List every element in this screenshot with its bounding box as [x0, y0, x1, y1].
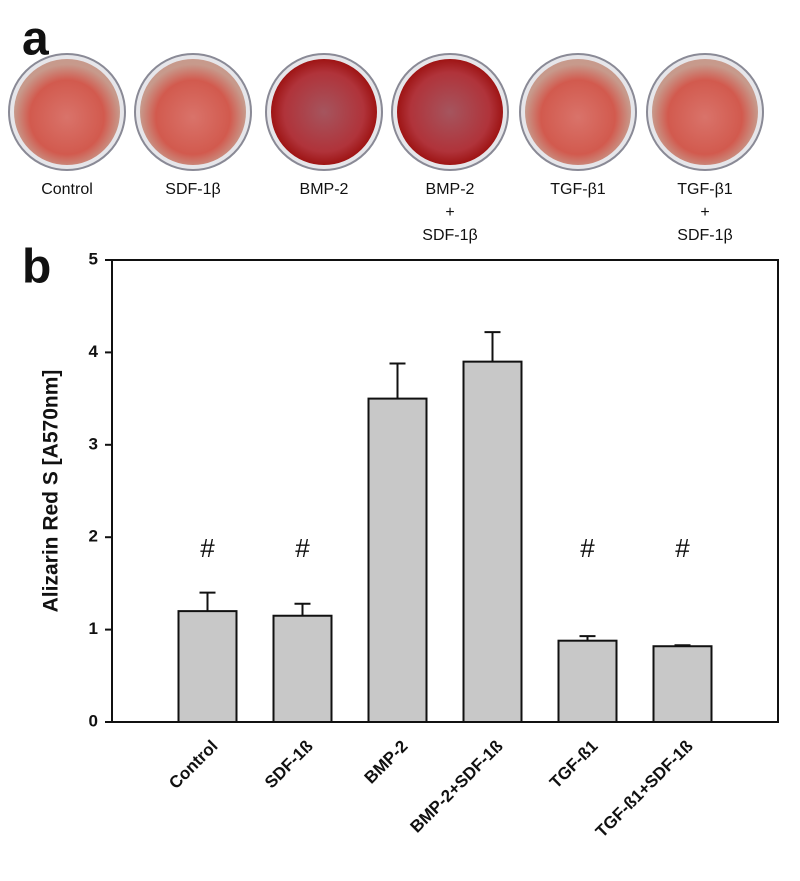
well	[652, 59, 758, 165]
x-tick-label: BMP-2+SDF-1ß	[407, 737, 507, 837]
x-tick-label: TGF-ß1	[546, 737, 602, 793]
well	[140, 59, 246, 165]
bar	[462, 360, 523, 723]
well-images	[8, 53, 764, 171]
well-label: SDF-1β	[677, 227, 732, 244]
well-label: BMP-2	[300, 181, 349, 198]
bar	[652, 645, 713, 723]
well-label: Control	[41, 181, 93, 198]
well-label: SDF-1β	[165, 181, 220, 198]
x-tick-label: TGF-ß1+SDF-1ß	[592, 737, 697, 842]
well-label: BMP-2	[426, 181, 475, 198]
panel-label: b	[22, 241, 51, 294]
well	[397, 59, 503, 165]
well-label: SDF-1β	[422, 227, 477, 244]
well	[271, 59, 377, 165]
well-label: +	[445, 204, 454, 221]
plot-frame	[111, 259, 779, 723]
well-label: TGF-β1	[677, 181, 733, 198]
x-tick-label: SDF-1ß	[261, 737, 317, 793]
error-bar	[674, 644, 691, 647]
well	[14, 59, 120, 165]
bar	[557, 639, 618, 723]
annotation: #	[580, 533, 595, 563]
y-tick-label: 3	[89, 434, 98, 453]
annotation: #	[295, 533, 310, 563]
y-tick-label: 2	[89, 527, 98, 546]
error-bar	[199, 591, 216, 612]
x-tick-label: Control	[165, 737, 221, 793]
y-tick-label: 5	[89, 249, 98, 268]
annotation: #	[200, 533, 215, 563]
error-bar	[294, 602, 311, 616]
panel-label: a	[22, 13, 49, 66]
y-tick-label: 1	[89, 619, 98, 638]
bar	[367, 397, 428, 723]
y-tick-label: 0	[89, 711, 98, 730]
bar	[272, 614, 333, 723]
well-label: +	[700, 204, 709, 221]
error-bar	[579, 635, 596, 641]
well	[525, 59, 631, 165]
annotation: #	[675, 533, 690, 563]
well-label: TGF-β1	[550, 181, 606, 198]
error-bar	[484, 331, 501, 362]
x-tick-label: BMP-2	[361, 737, 412, 788]
error-bar	[389, 362, 406, 399]
y-axis-title: Alizarin Red S [A570nm]	[40, 370, 63, 613]
y-tick-label: 4	[89, 342, 99, 361]
bar	[177, 610, 238, 723]
